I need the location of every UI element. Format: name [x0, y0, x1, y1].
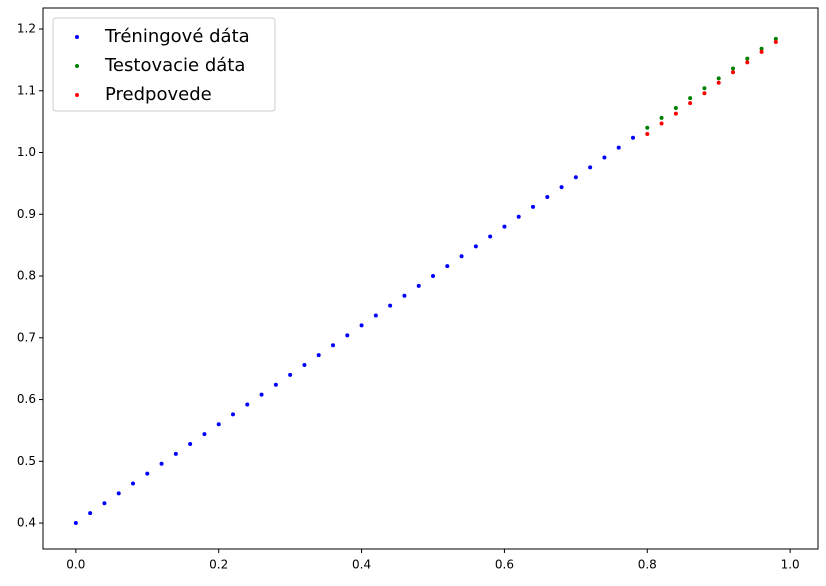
point — [773, 39, 778, 44]
point — [216, 422, 221, 427]
y-tick-label: 0.9 — [17, 207, 36, 221]
point — [688, 101, 693, 106]
legend: Tréningové dáta Testovacie dáta Predpovede — [52, 17, 276, 112]
point — [445, 264, 450, 269]
point — [631, 135, 635, 140]
point — [602, 155, 607, 160]
point — [102, 501, 107, 506]
point — [645, 131, 650, 136]
y-tick-label: 1.1 — [17, 83, 36, 97]
legend-marker — [75, 93, 79, 97]
point — [159, 461, 164, 466]
point — [673, 106, 678, 111]
point — [702, 86, 707, 91]
y-tick-label: 0.4 — [17, 516, 36, 530]
point — [73, 521, 78, 526]
point — [759, 46, 764, 51]
point — [316, 353, 321, 358]
point — [431, 274, 435, 279]
point — [645, 125, 650, 130]
point — [488, 234, 493, 239]
y-tick-label: 0.6 — [17, 392, 36, 406]
x-tick-label: 0.8 — [638, 558, 657, 572]
plot-frame — [42, 7, 819, 550]
legend-box — [52, 17, 276, 112]
point — [259, 392, 264, 397]
legend-marker — [75, 64, 79, 68]
point — [416, 283, 421, 288]
point — [659, 121, 664, 126]
y-tick-label: 1.0 — [17, 145, 36, 159]
point — [116, 491, 121, 496]
y-tick-label: 0.7 — [17, 330, 36, 344]
point — [516, 214, 521, 219]
point — [131, 481, 135, 486]
point — [702, 91, 707, 96]
point — [531, 204, 535, 209]
legend-marker — [75, 35, 79, 39]
legend-label: Testovacie dáta — [104, 55, 245, 76]
legend-label: Tréningové dáta — [104, 26, 250, 47]
x-tick-label: 0.4 — [352, 558, 371, 572]
point — [202, 432, 207, 437]
point — [231, 412, 235, 417]
point — [731, 70, 735, 75]
point — [402, 293, 407, 298]
point — [745, 60, 750, 65]
point — [459, 254, 464, 259]
point — [759, 49, 764, 54]
point — [688, 96, 693, 101]
x-tick-label: 1.0 — [781, 558, 800, 572]
point — [773, 36, 778, 41]
point — [188, 442, 193, 447]
point — [545, 194, 550, 199]
point — [502, 224, 507, 229]
point — [302, 362, 307, 367]
y-tick-label: 0.8 — [17, 269, 36, 283]
point — [388, 303, 393, 308]
point — [345, 333, 350, 338]
legend-label: Predpovede — [105, 84, 212, 105]
point — [331, 343, 335, 348]
point — [716, 76, 721, 81]
x-tick-label: 0.6 — [495, 558, 514, 572]
point — [288, 372, 293, 377]
point — [673, 111, 678, 116]
point — [88, 511, 93, 516]
point — [273, 382, 278, 387]
point — [373, 313, 378, 318]
point — [245, 402, 250, 407]
point — [616, 145, 621, 150]
point — [359, 323, 364, 328]
point — [716, 80, 721, 85]
point — [473, 244, 478, 249]
point — [145, 471, 150, 476]
y-tick-label: 0.5 — [17, 454, 36, 468]
point — [559, 185, 564, 190]
point — [731, 66, 735, 71]
point — [659, 115, 664, 120]
y-tick-label: 1.2 — [17, 21, 36, 35]
point — [173, 451, 178, 456]
point — [745, 56, 750, 61]
point — [588, 165, 593, 170]
point — [573, 175, 578, 180]
x-tick-label: 0.0 — [66, 558, 85, 572]
x-tick-label: 0.2 — [209, 558, 228, 572]
